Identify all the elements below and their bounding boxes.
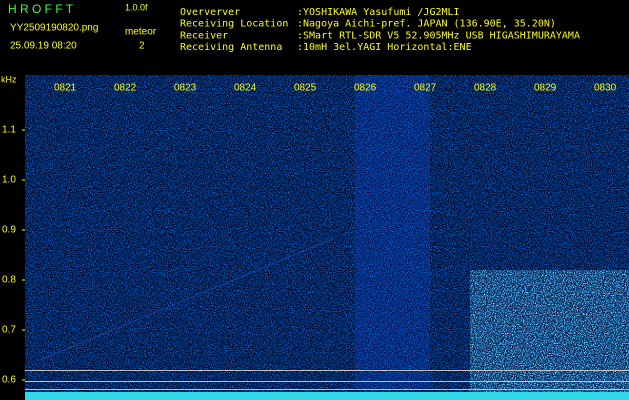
unit-label: kHz <box>1 74 17 84</box>
time-label: 0827 <box>414 83 437 94</box>
time-label: 0824 <box>234 83 257 94</box>
version: 1.0.0f <box>125 2 148 12</box>
y-label: 1.1 <box>2 125 16 136</box>
time-label: 0823 <box>174 83 197 94</box>
left-gutter <box>0 75 25 400</box>
time-label: 0826 <box>354 83 377 94</box>
y-label: 0.9 <box>2 225 16 236</box>
info-block: Oververver :YOSHIKAWA Yasufumi /JG2MLI Rec… <box>180 7 580 53</box>
info-value: :10mH 3el.YAGI Horizontal:ENE <box>297 42 472 53</box>
info-value: :YOSHIKAWA Yasufumi /JG2MLI <box>297 7 460 18</box>
info-label: Oververver <box>180 7 240 18</box>
app-name: H R O F F T <box>8 2 74 16</box>
time-label: 0830 <box>594 83 617 94</box>
signal-band <box>25 392 629 400</box>
axis-labels: kHz 1.1 1.0 0.9 0.8 0.7 0.6 0821 0822 0823 0824 082… <box>1 74 617 385</box>
info-label: Receiving Antenna <box>180 42 282 53</box>
y-label: 0.8 <box>2 275 16 286</box>
info-value: :Nagoya Aichi-pref. JAPAN (136.90E, 35.2… <box>297 19 556 30</box>
streaks <box>470 270 629 392</box>
time-label: 0821 <box>54 83 77 94</box>
spectrogram-noise <box>25 75 629 400</box>
time-label: 0825 <box>294 83 317 94</box>
date-time: 25.09.19 08:20 <box>10 41 77 52</box>
time-label: 0828 <box>474 83 497 94</box>
meteor-label: meteor <box>125 27 157 38</box>
info-label: Receiving Location <box>180 19 288 30</box>
info-label: Receiver <box>180 30 228 41</box>
time-label: 0822 <box>114 83 137 94</box>
noise-burst-dots <box>355 75 430 390</box>
info-value: :SMart RTL-SDR V5 52.905MHz USB HIGASHIM… <box>297 30 580 41</box>
y-label: 0.7 <box>2 325 16 336</box>
meteor-count: 2 <box>139 41 145 52</box>
time-label: 0829 <box>534 83 557 94</box>
y-label: 0.6 <box>2 375 16 386</box>
y-label: 1.0 <box>2 175 16 186</box>
file-name: YY2509190820.png <box>10 23 98 34</box>
streak-line <box>39 239 331 361</box>
